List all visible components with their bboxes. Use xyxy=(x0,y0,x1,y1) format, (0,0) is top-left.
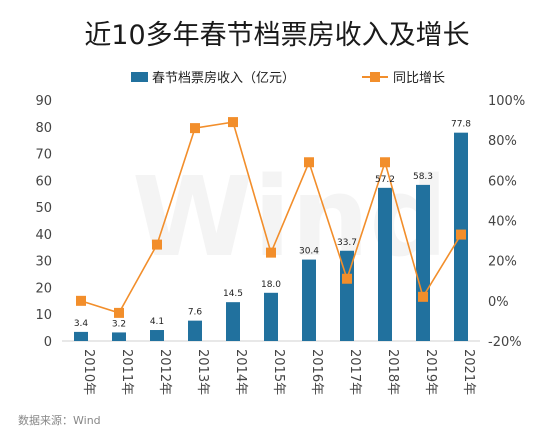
bar-value-label: 30.4 xyxy=(299,247,319,257)
bar-value-label: 18.0 xyxy=(261,280,281,290)
bar-value-label: 3.4 xyxy=(74,319,89,329)
y-right-tick-label: 40% xyxy=(488,215,517,230)
x-tick-label: 2021年 xyxy=(461,349,476,395)
y-right-tick-label: 80% xyxy=(488,134,517,149)
y-left-tick-label: 90 xyxy=(35,94,52,109)
y-right-tick-label: 0% xyxy=(488,295,509,310)
x-tick-label: 2016年 xyxy=(309,349,324,395)
bar xyxy=(112,332,126,341)
bar-value-label: 14.5 xyxy=(223,289,243,299)
bar-value-label: 57.2 xyxy=(375,175,395,185)
bar xyxy=(150,330,164,341)
bar xyxy=(226,302,240,341)
y-left-tick-label: 30 xyxy=(35,255,52,270)
legend-bar-label: 春节档票房收入（亿元） xyxy=(152,70,295,86)
bar-value-label: 77.8 xyxy=(451,120,471,130)
growth-point xyxy=(456,229,466,240)
data-labels: 3.4 3.2 4.1 7.6 14.5 18.0 30.4 33.7 57.2 58.3 77.8 xyxy=(74,120,471,330)
x-tick-label: 2013年 xyxy=(195,349,210,395)
growth-point xyxy=(342,273,352,284)
bar-value-label: 3.2 xyxy=(112,319,126,329)
x-tick-label: 2017年 xyxy=(347,349,362,395)
bar xyxy=(302,259,316,341)
y-left-tick-label: 40 xyxy=(35,228,52,243)
y-left-tick-label: 80 xyxy=(35,121,52,136)
x-tick-label: 2010年 xyxy=(81,349,96,395)
legend: 春节档票房收入（亿元） 同比增长 xyxy=(131,70,445,86)
growth-point xyxy=(114,307,124,318)
growth-point xyxy=(380,157,390,168)
growth-point xyxy=(228,117,238,128)
growth-point xyxy=(304,157,314,168)
bar-value-label: 33.7 xyxy=(337,238,357,248)
x-tick-label: 2012年 xyxy=(157,349,172,395)
bar-value-label: 4.1 xyxy=(150,317,164,327)
bar xyxy=(74,331,88,341)
y-left-tick-label: 0 xyxy=(44,335,52,350)
bar xyxy=(378,187,392,341)
growth-point xyxy=(152,239,162,250)
y-left-tick-label: 70 xyxy=(35,148,52,163)
source-note: 数据来源：Wind xyxy=(18,413,101,427)
bar xyxy=(188,320,202,341)
y-left-tick-label: 20 xyxy=(35,281,52,296)
chart-title: 近10多年春节档票房收入及增长 xyxy=(84,20,469,51)
x-tick-label: 2019年 xyxy=(423,349,438,395)
x-tick-label: 2015年 xyxy=(271,349,286,395)
growth-point xyxy=(190,123,200,134)
bar xyxy=(340,250,354,341)
bar-value-label: 58.3 xyxy=(413,172,433,182)
legend-line-label: 同比增长 xyxy=(393,71,445,86)
y-right-tick-label: -20% xyxy=(488,335,522,350)
y-right-tick-label: 20% xyxy=(488,255,517,270)
watermark: Wind xyxy=(132,153,448,281)
bar xyxy=(416,184,430,341)
growth-line-layer xyxy=(76,117,466,318)
x-tick-label: 2018年 xyxy=(385,349,400,395)
axes: 0 10 20 30 40 50 60 70 80 90 -20% 0% 20% 40% 60% 80% 100… xyxy=(35,94,525,395)
bar-value-label: 7.6 xyxy=(188,308,203,318)
y-left-tick-label: 50 xyxy=(35,201,52,216)
legend-bar-swatch xyxy=(131,72,148,82)
y-right-tick-label: 100% xyxy=(488,94,525,109)
growth-point xyxy=(418,291,428,302)
bar xyxy=(264,292,278,341)
y-left-tick-label: 60 xyxy=(35,174,52,189)
growth-point xyxy=(266,247,276,258)
y-left-tick-label: 10 xyxy=(35,308,52,323)
growth-point xyxy=(76,295,86,306)
x-tick-label: 2011年 xyxy=(119,349,134,395)
x-tick-label: 2014年 xyxy=(233,349,248,395)
legend-line-marker xyxy=(370,72,380,82)
y-right-tick-label: 60% xyxy=(488,174,517,189)
